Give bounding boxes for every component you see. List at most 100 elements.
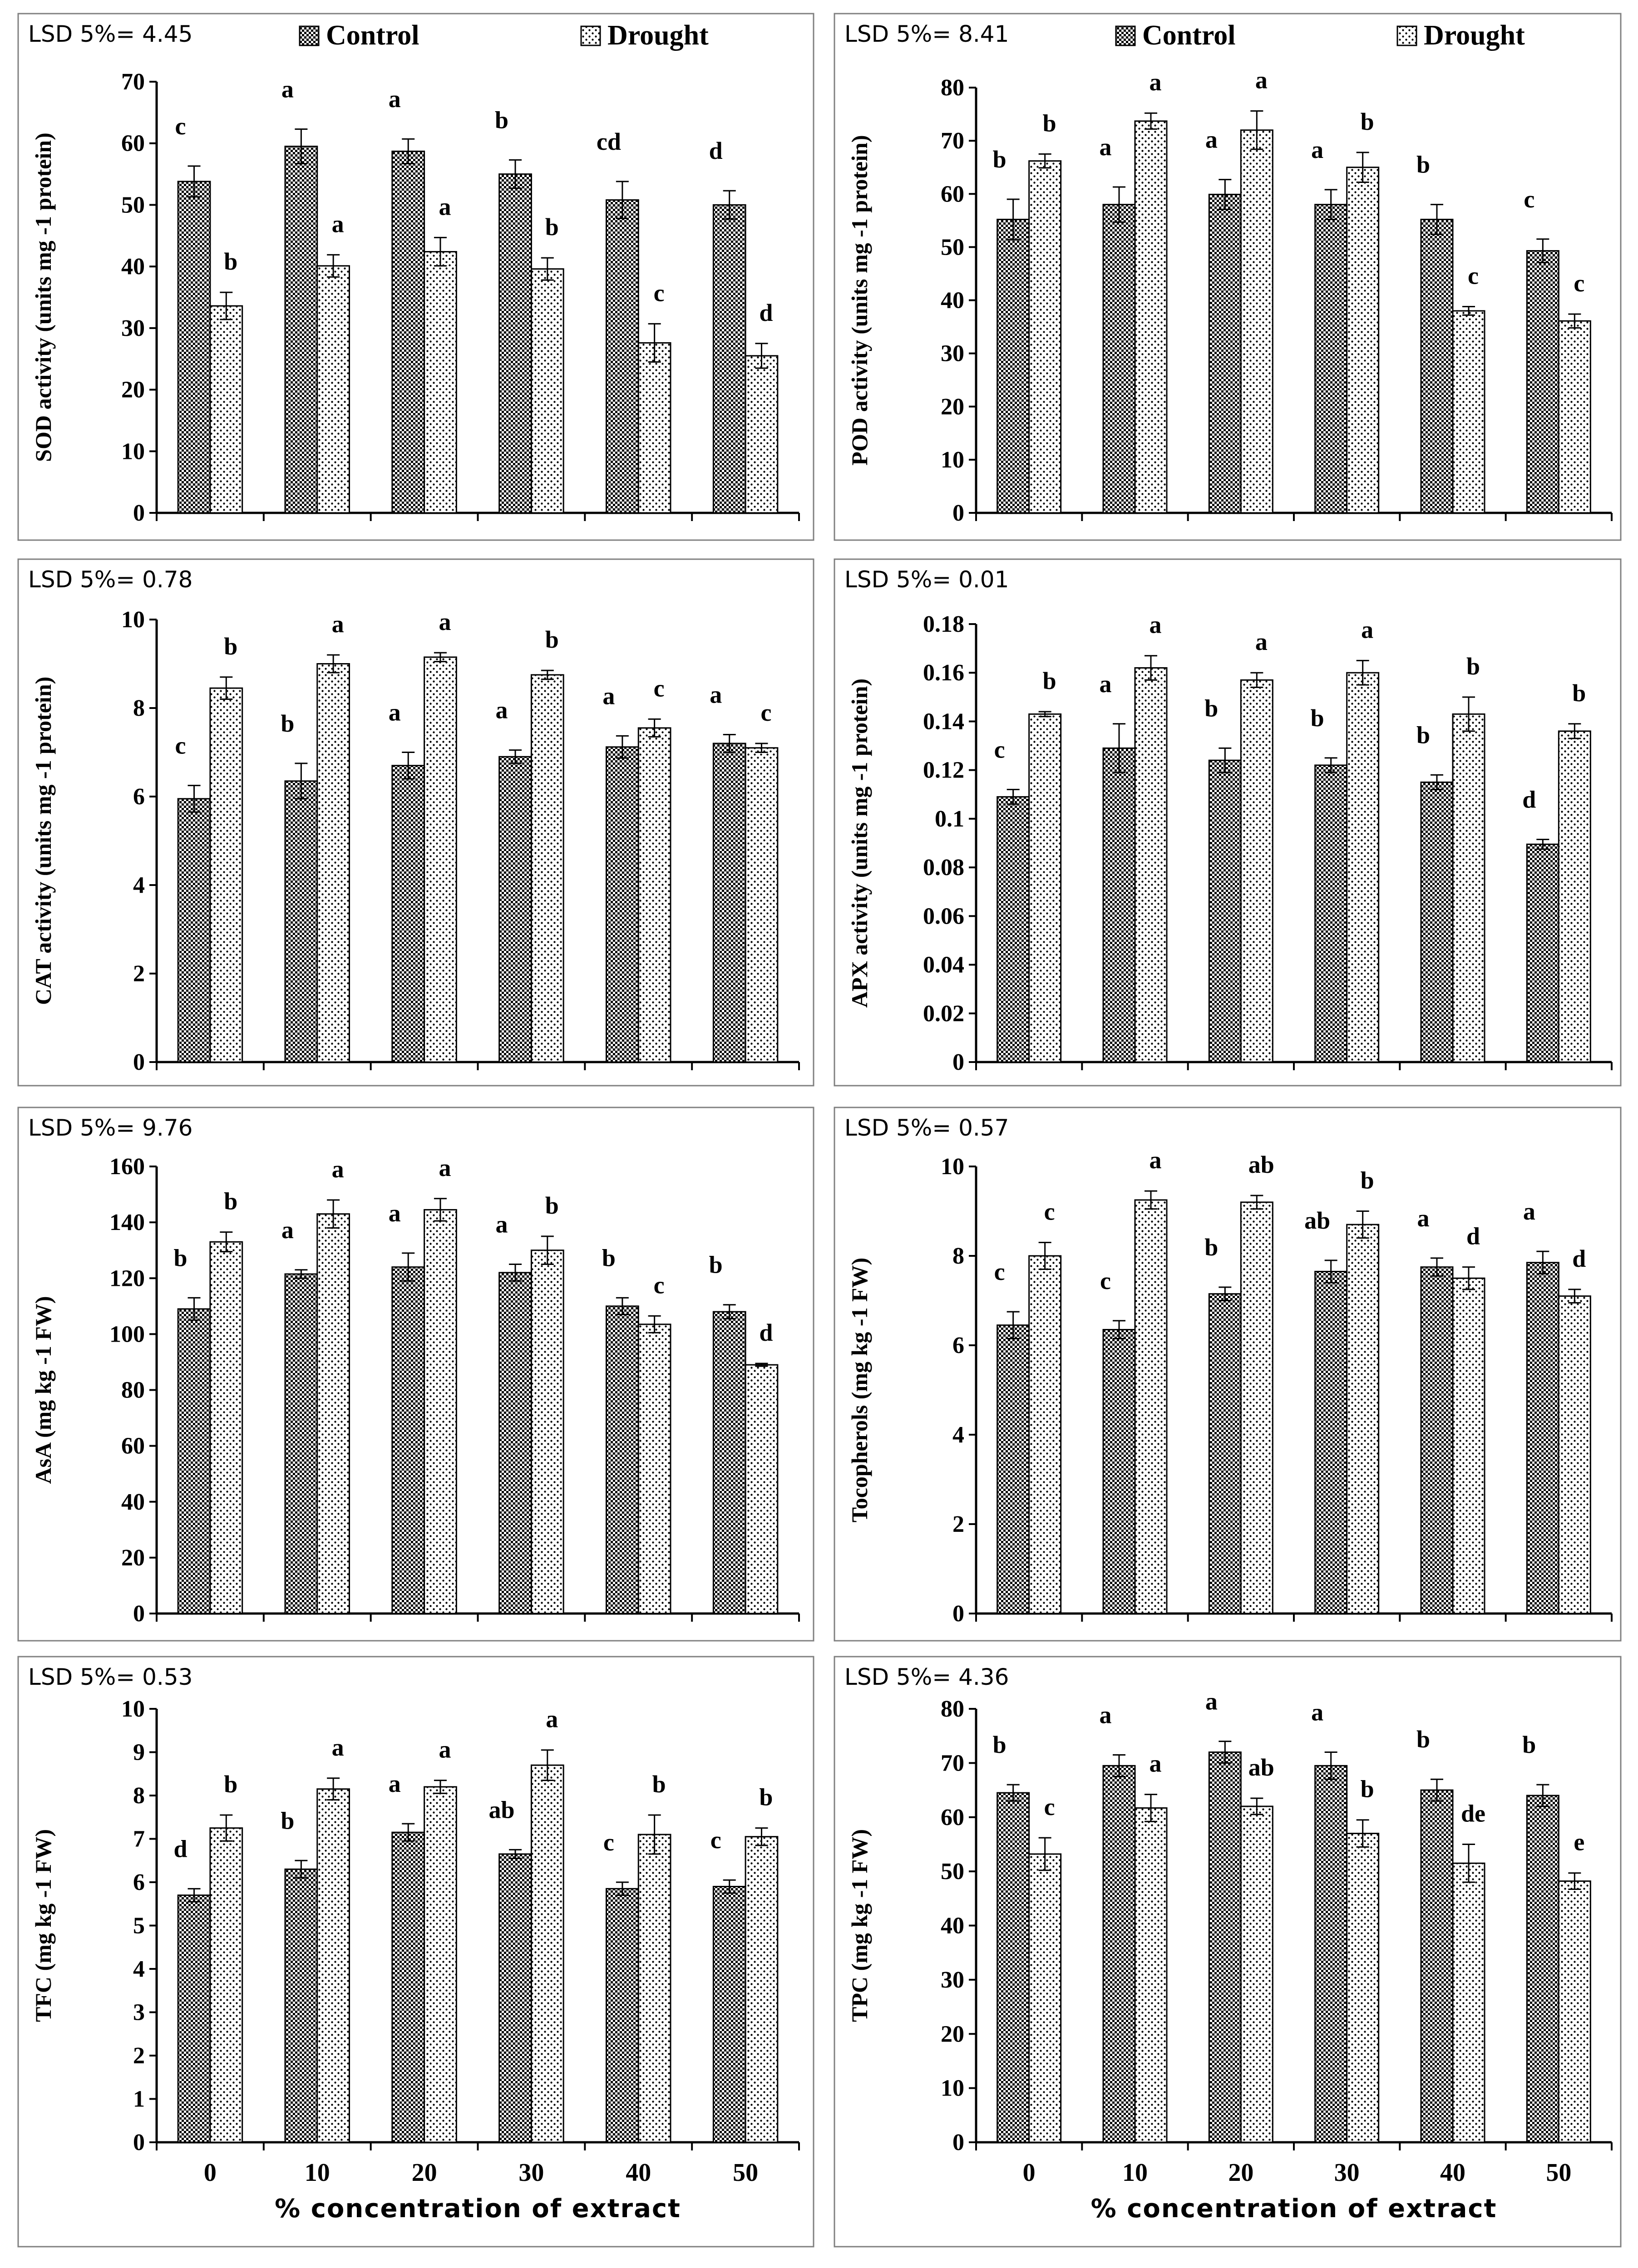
- x-tick-label: 30: [518, 2159, 544, 2187]
- bar-drought-10: [1134, 1199, 1168, 1614]
- bar-control-50: [1526, 1795, 1559, 2143]
- legend-swatch-control: [1115, 25, 1136, 46]
- y-tick-label: 10: [121, 1696, 145, 1722]
- significance-letter: a: [389, 699, 401, 726]
- y-tick-label: 20: [941, 2021, 964, 2047]
- y-tick-label: 50: [121, 192, 145, 218]
- bar-drought-0: [209, 687, 243, 1063]
- chart-panel-tpc: LSD 5%= 4.36 0 10 20 30 40 50 60 70 80 TPC (mg kg …: [834, 1656, 1622, 2248]
- bar-drought-20: [424, 1786, 457, 2143]
- significance-letter: b: [1043, 109, 1056, 137]
- panel-frame: [834, 558, 1622, 1087]
- y-axis-label: TPC (mg kg -1 FW): [847, 1829, 872, 2022]
- bar-control-50: [712, 743, 746, 1063]
- significance-letter: a: [389, 1770, 401, 1797]
- significance-letter: b: [1572, 679, 1586, 707]
- bar-control-10: [1102, 1329, 1136, 1614]
- y-tick-label: 0.16: [923, 660, 964, 686]
- significance-letter: a: [1150, 611, 1162, 639]
- significance-letter: c: [1100, 1267, 1111, 1294]
- bar-control-10: [284, 780, 318, 1063]
- significance-letter: ab: [489, 1796, 515, 1823]
- bar-drought-0: [209, 305, 243, 514]
- x-tick-label: 10: [1122, 2159, 1148, 2187]
- x-tick-label: 50: [1546, 2159, 1571, 2187]
- significance-letter: b: [545, 626, 559, 653]
- significance-letter: a: [1205, 1688, 1218, 1715]
- y-tick-label: 0.02: [923, 1001, 964, 1027]
- significance-letter: c: [710, 1826, 721, 1854]
- significance-letter: c: [1574, 270, 1584, 297]
- significance-letter: b: [174, 1244, 187, 1271]
- x-tick-label: 0: [204, 2159, 217, 2187]
- significance-letter: b: [224, 1771, 237, 1798]
- y-axis-label: Tocopherols (mg kg -1 FW): [847, 1258, 872, 1522]
- significance-letter: b: [1361, 1776, 1374, 1803]
- bar-control-20: [391, 1266, 425, 1614]
- bar-drought-10: [316, 1213, 350, 1614]
- bar-control-10: [284, 146, 318, 514]
- significance-letter: a: [1255, 628, 1268, 655]
- y-tick-label: 40: [121, 1489, 145, 1515]
- bar-drought-10: [316, 663, 350, 1063]
- bar-control-20: [391, 765, 425, 1063]
- bar-control-10: [1102, 1765, 1136, 2143]
- bar-drought-50: [745, 355, 779, 514]
- lsd-label: LSD 5%= 4.36: [844, 1664, 1009, 1690]
- bar-control-30: [498, 173, 532, 514]
- significance-letter: c: [603, 1829, 614, 1856]
- lsd-label: LSD 5%= 8.41: [844, 21, 1009, 47]
- significance-letter: a: [281, 1216, 294, 1244]
- y-tick-label: 60: [121, 1433, 145, 1459]
- y-tick-label: 10: [941, 1154, 964, 1180]
- x-axis-label: % concentration of extract: [275, 2194, 681, 2224]
- y-tick-label: 5: [133, 1913, 145, 1939]
- bar-drought-10: [1134, 667, 1168, 1063]
- significance-letter: a: [1100, 1701, 1112, 1728]
- y-tick-label: 9: [133, 1740, 145, 1766]
- x-tick-label: 0: [1023, 2159, 1036, 2187]
- y-tick-label: 6: [133, 1870, 145, 1895]
- chart-panel-asa: LSD 5%= 9.76 0 20 40 60 80 100 120 140 160 AsA (mg…: [17, 1107, 814, 1642]
- y-tick-label: 40: [121, 254, 145, 280]
- significance-letter: b: [759, 1784, 773, 1811]
- significance-letter: d: [174, 1835, 187, 1862]
- bar-drought-40: [637, 1323, 671, 1614]
- bar-control-20: [1208, 193, 1242, 514]
- chart-panel-sod: LSD 5%= 4.45 Control Drought 0 10 20 30 40 50 60 7…: [17, 13, 814, 541]
- legend-label-drought: Drought: [607, 20, 709, 51]
- significance-letter: a: [1523, 1198, 1535, 1225]
- significance-letter: b: [1416, 1726, 1430, 1753]
- significance-letter: a: [496, 1210, 508, 1238]
- y-tick-label: 0.04: [923, 952, 964, 978]
- significance-letter: b: [993, 146, 1006, 173]
- significance-letter: c: [994, 1258, 1005, 1285]
- y-tick-label: 8: [133, 1783, 145, 1809]
- y-tick-label: 0: [133, 1049, 145, 1075]
- bar-control-50: [712, 1886, 746, 2143]
- bar-control-10: [284, 1868, 318, 2143]
- x-tick-label: 20: [1228, 2159, 1253, 2187]
- significance-letter: a: [1311, 136, 1323, 163]
- bar-drought-50: [1558, 730, 1591, 1063]
- chart-panel-apx: LSD 5%= 0.01 0 0.02 0.04 0.06 0.08 0.1 0.12 0.14…: [834, 558, 1622, 1087]
- bar-drought-20: [1240, 679, 1273, 1063]
- y-axis-label: APX activity (units mg -1 protein): [847, 679, 872, 1008]
- bar-drought-40: [637, 727, 671, 1063]
- lsd-label: LSD 5%= 0.01: [844, 566, 1009, 593]
- bar-control-0: [997, 796, 1030, 1063]
- y-tick-label: 6: [952, 1333, 964, 1358]
- y-tick-label: 40: [941, 1913, 964, 1939]
- chart-panel-toc: LSD 5%= 0.57 0 2 4 6 8 10 Tocopherols (mg kg -1…: [834, 1107, 1622, 1642]
- significance-letter: ab: [1304, 1207, 1330, 1234]
- bar-drought-0: [1028, 713, 1062, 1063]
- y-tick-label: 30: [121, 315, 145, 341]
- panel-frame: [17, 1107, 814, 1642]
- significance-letter: d: [1466, 1223, 1480, 1250]
- y-tick-label: 10: [941, 447, 964, 473]
- lsd-label: LSD 5%= 9.76: [28, 1115, 192, 1141]
- bar-drought-20: [1240, 1806, 1273, 2143]
- significance-letter: c: [1044, 1198, 1055, 1225]
- chart-panel-cat: LSD 5%= 0.78 0 2 4 6 8 10 CAT activity (units m…: [17, 558, 814, 1087]
